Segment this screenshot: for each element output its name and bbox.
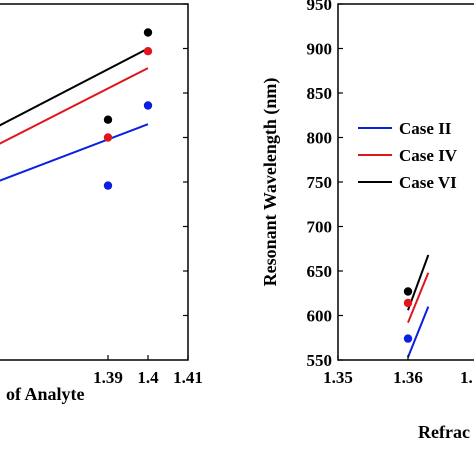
right-y-tick-label: 550 [307, 351, 333, 370]
right-data-points [403, 287, 413, 343]
right-extra-tick-fragment: 1. [460, 368, 473, 387]
left-x-tick-label: 1.4 [137, 368, 159, 387]
left-point-case-ii-0 [103, 181, 113, 190]
legend-label-case-iv: Case IV [399, 146, 458, 165]
right-y-tick-label: 850 [307, 84, 333, 103]
right-x-tick-label: 1.35 [323, 368, 353, 387]
right-y-tick-label: 900 [307, 40, 333, 59]
right-point-case-vi-0 [403, 287, 413, 296]
right-x-ticks: 1.35 1.36 [323, 355, 423, 387]
right-point-case-ii-0 [403, 334, 413, 343]
right-y-tick-label: 650 [307, 262, 333, 281]
left-point-case-ii-1 [143, 101, 153, 110]
right-x-axis-label: Refrac [418, 422, 470, 442]
left-plot-panel: 1.39 1.4 1.41 of Analyte [0, 3, 203, 404]
legend: Case II Case IV Case VI [346, 100, 474, 192]
legend-background [346, 100, 474, 192]
right-y-ticks: 550 600 650 700 750 800 850 900 950 [307, 0, 343, 370]
right-fit-line-case-iv [407, 272, 430, 323]
right-y-axis-label: Resonant Wavelength (nm) [260, 78, 281, 287]
legend-label-case-vi: Case VI [399, 173, 457, 192]
right-y-tick-label: 750 [307, 173, 333, 192]
right-y-tick-label: 950 [307, 0, 333, 14]
left-fit-line-case-ii [0, 123, 149, 182]
left-point-case-vi-0 [103, 115, 113, 124]
left-axes-frame [0, 3, 189, 361]
left-fit-line-case-iv [0, 67, 149, 145]
right-point-case-iv-0 [403, 298, 413, 308]
left-data-points [103, 28, 153, 190]
left-point-case-iv-0 [103, 133, 113, 142]
left-x-axis-label: of Analyte [6, 384, 85, 404]
legend-label-case-ii: Case II [399, 119, 452, 138]
left-point-case-vi-1 [143, 28, 153, 37]
left-point-case-iv-1 [143, 47, 153, 56]
right-x-tick-label: 1.36 [393, 368, 423, 387]
right-y-tick-label: 700 [307, 218, 333, 237]
left-x-tick-label: 1.39 [93, 368, 123, 387]
right-fit-lines [407, 254, 430, 358]
left-x-ticks: 1.39 1.4 1.41 [93, 3, 203, 387]
right-fit-line-case-ii [407, 306, 430, 358]
right-y-tick-label: 600 [307, 307, 333, 326]
right-y-tick-label: 800 [307, 129, 333, 148]
left-fit-lines [0, 47, 149, 182]
left-fit-line-case-vi [0, 47, 149, 127]
left-x-tick-label: 1.41 [173, 368, 203, 387]
